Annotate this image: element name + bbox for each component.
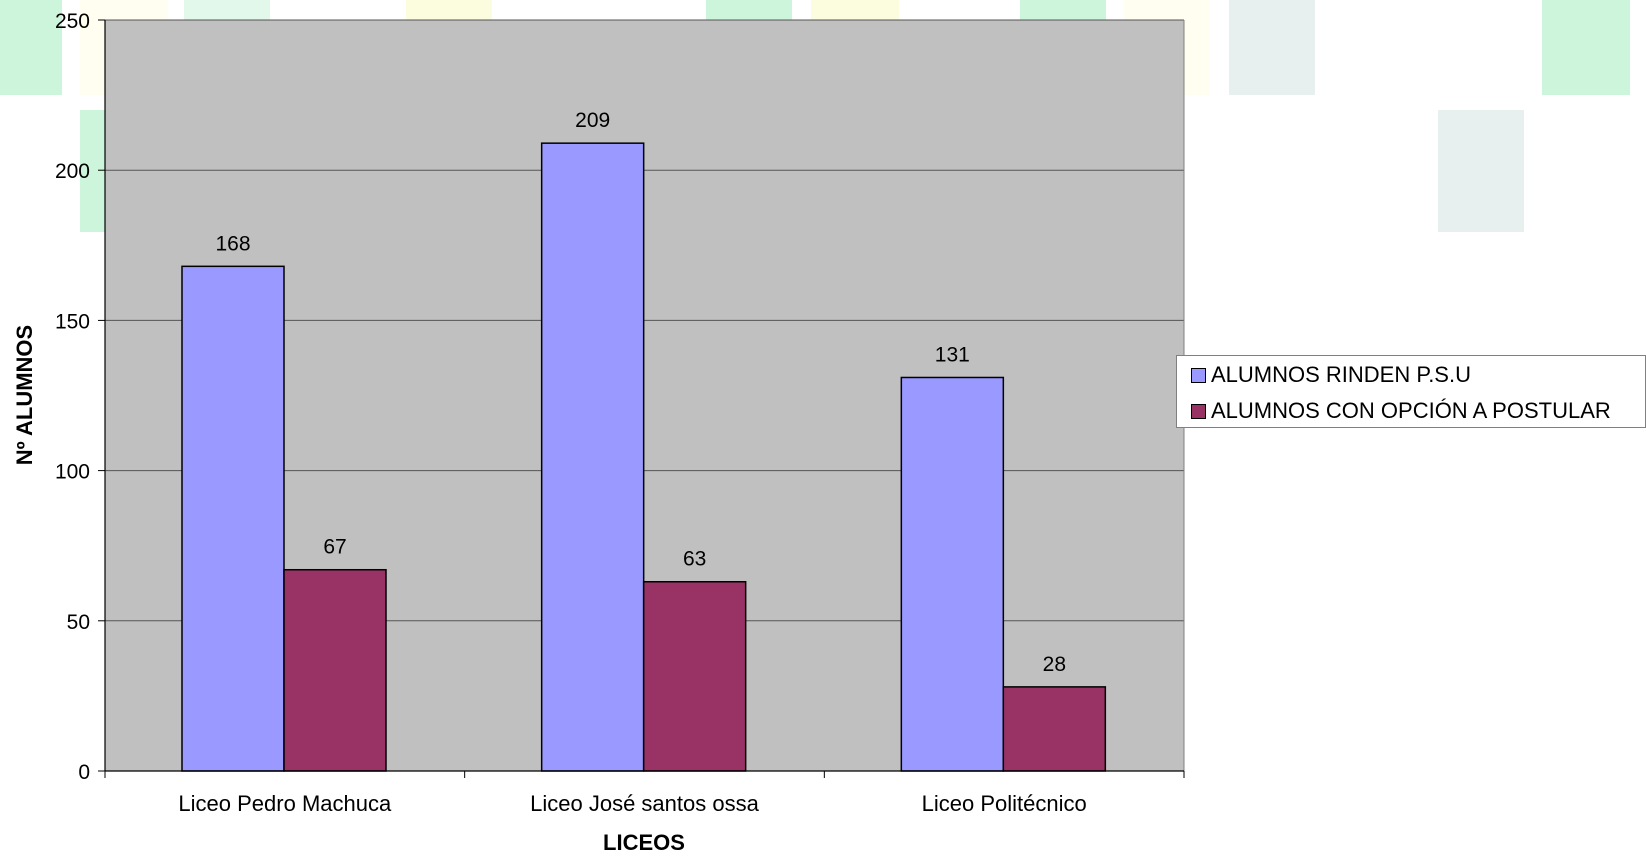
bar: [540, 142, 645, 772]
bar: [181, 265, 285, 772]
bars: [181, 142, 1107, 772]
y-axis-title: Nº ALUMNOS: [12, 325, 37, 465]
y-tick-label: 200: [55, 160, 90, 183]
legend-item-psu: ALUMNOS RINDEN P.S.U: [1191, 360, 1471, 390]
y-tick-label: 250: [55, 10, 90, 33]
y-tick-label: 150: [55, 310, 90, 333]
legend: ALUMNOS RINDEN P.S.U ALUMNOS CON OPCIÓN …: [1176, 355, 1646, 428]
bar-value-label: 67: [323, 536, 346, 559]
legend-item-postular: ALUMNOS CON OPCIÓN A POSTULAR: [1191, 396, 1611, 426]
x-axis-title: LICEOS: [603, 830, 685, 855]
x-tick-label: Liceo Politécnico: [922, 791, 1087, 816]
y-tick-label: 100: [55, 461, 90, 484]
bar-value-label: 28: [1043, 653, 1066, 676]
legend-label-psu: ALUMNOS RINDEN P.S.U: [1211, 362, 1471, 387]
legend-swatch-psu: [1191, 367, 1206, 383]
bar-value-label: 63: [683, 548, 706, 571]
bar: [283, 568, 387, 772]
bar-value-label: 168: [215, 232, 250, 255]
bar-value-label: 209: [575, 109, 610, 132]
y-tick-label: 0: [78, 761, 90, 784]
x-tick-label: Liceo José santos ossa: [530, 791, 759, 816]
legend-label-postular: ALUMNOS CON OPCIÓN A POSTULAR: [1211, 398, 1611, 423]
y-tick-label: 50: [67, 611, 90, 634]
legend-swatch-postular: [1191, 403, 1206, 419]
x-tick-label: Liceo Pedro Machuca: [178, 791, 392, 816]
bar: [1002, 686, 1107, 772]
bar-value-label: 131: [935, 343, 970, 366]
bar: [642, 580, 747, 772]
x-tick-labels: Liceo Pedro Machuca Liceo José santos oss…: [178, 791, 1086, 816]
y-tick-labels: 0 50 100 150 200 250: [55, 10, 90, 784]
data-labels: 168 67 209 63 131 28: [215, 109, 1066, 676]
bar: [900, 376, 1005, 772]
